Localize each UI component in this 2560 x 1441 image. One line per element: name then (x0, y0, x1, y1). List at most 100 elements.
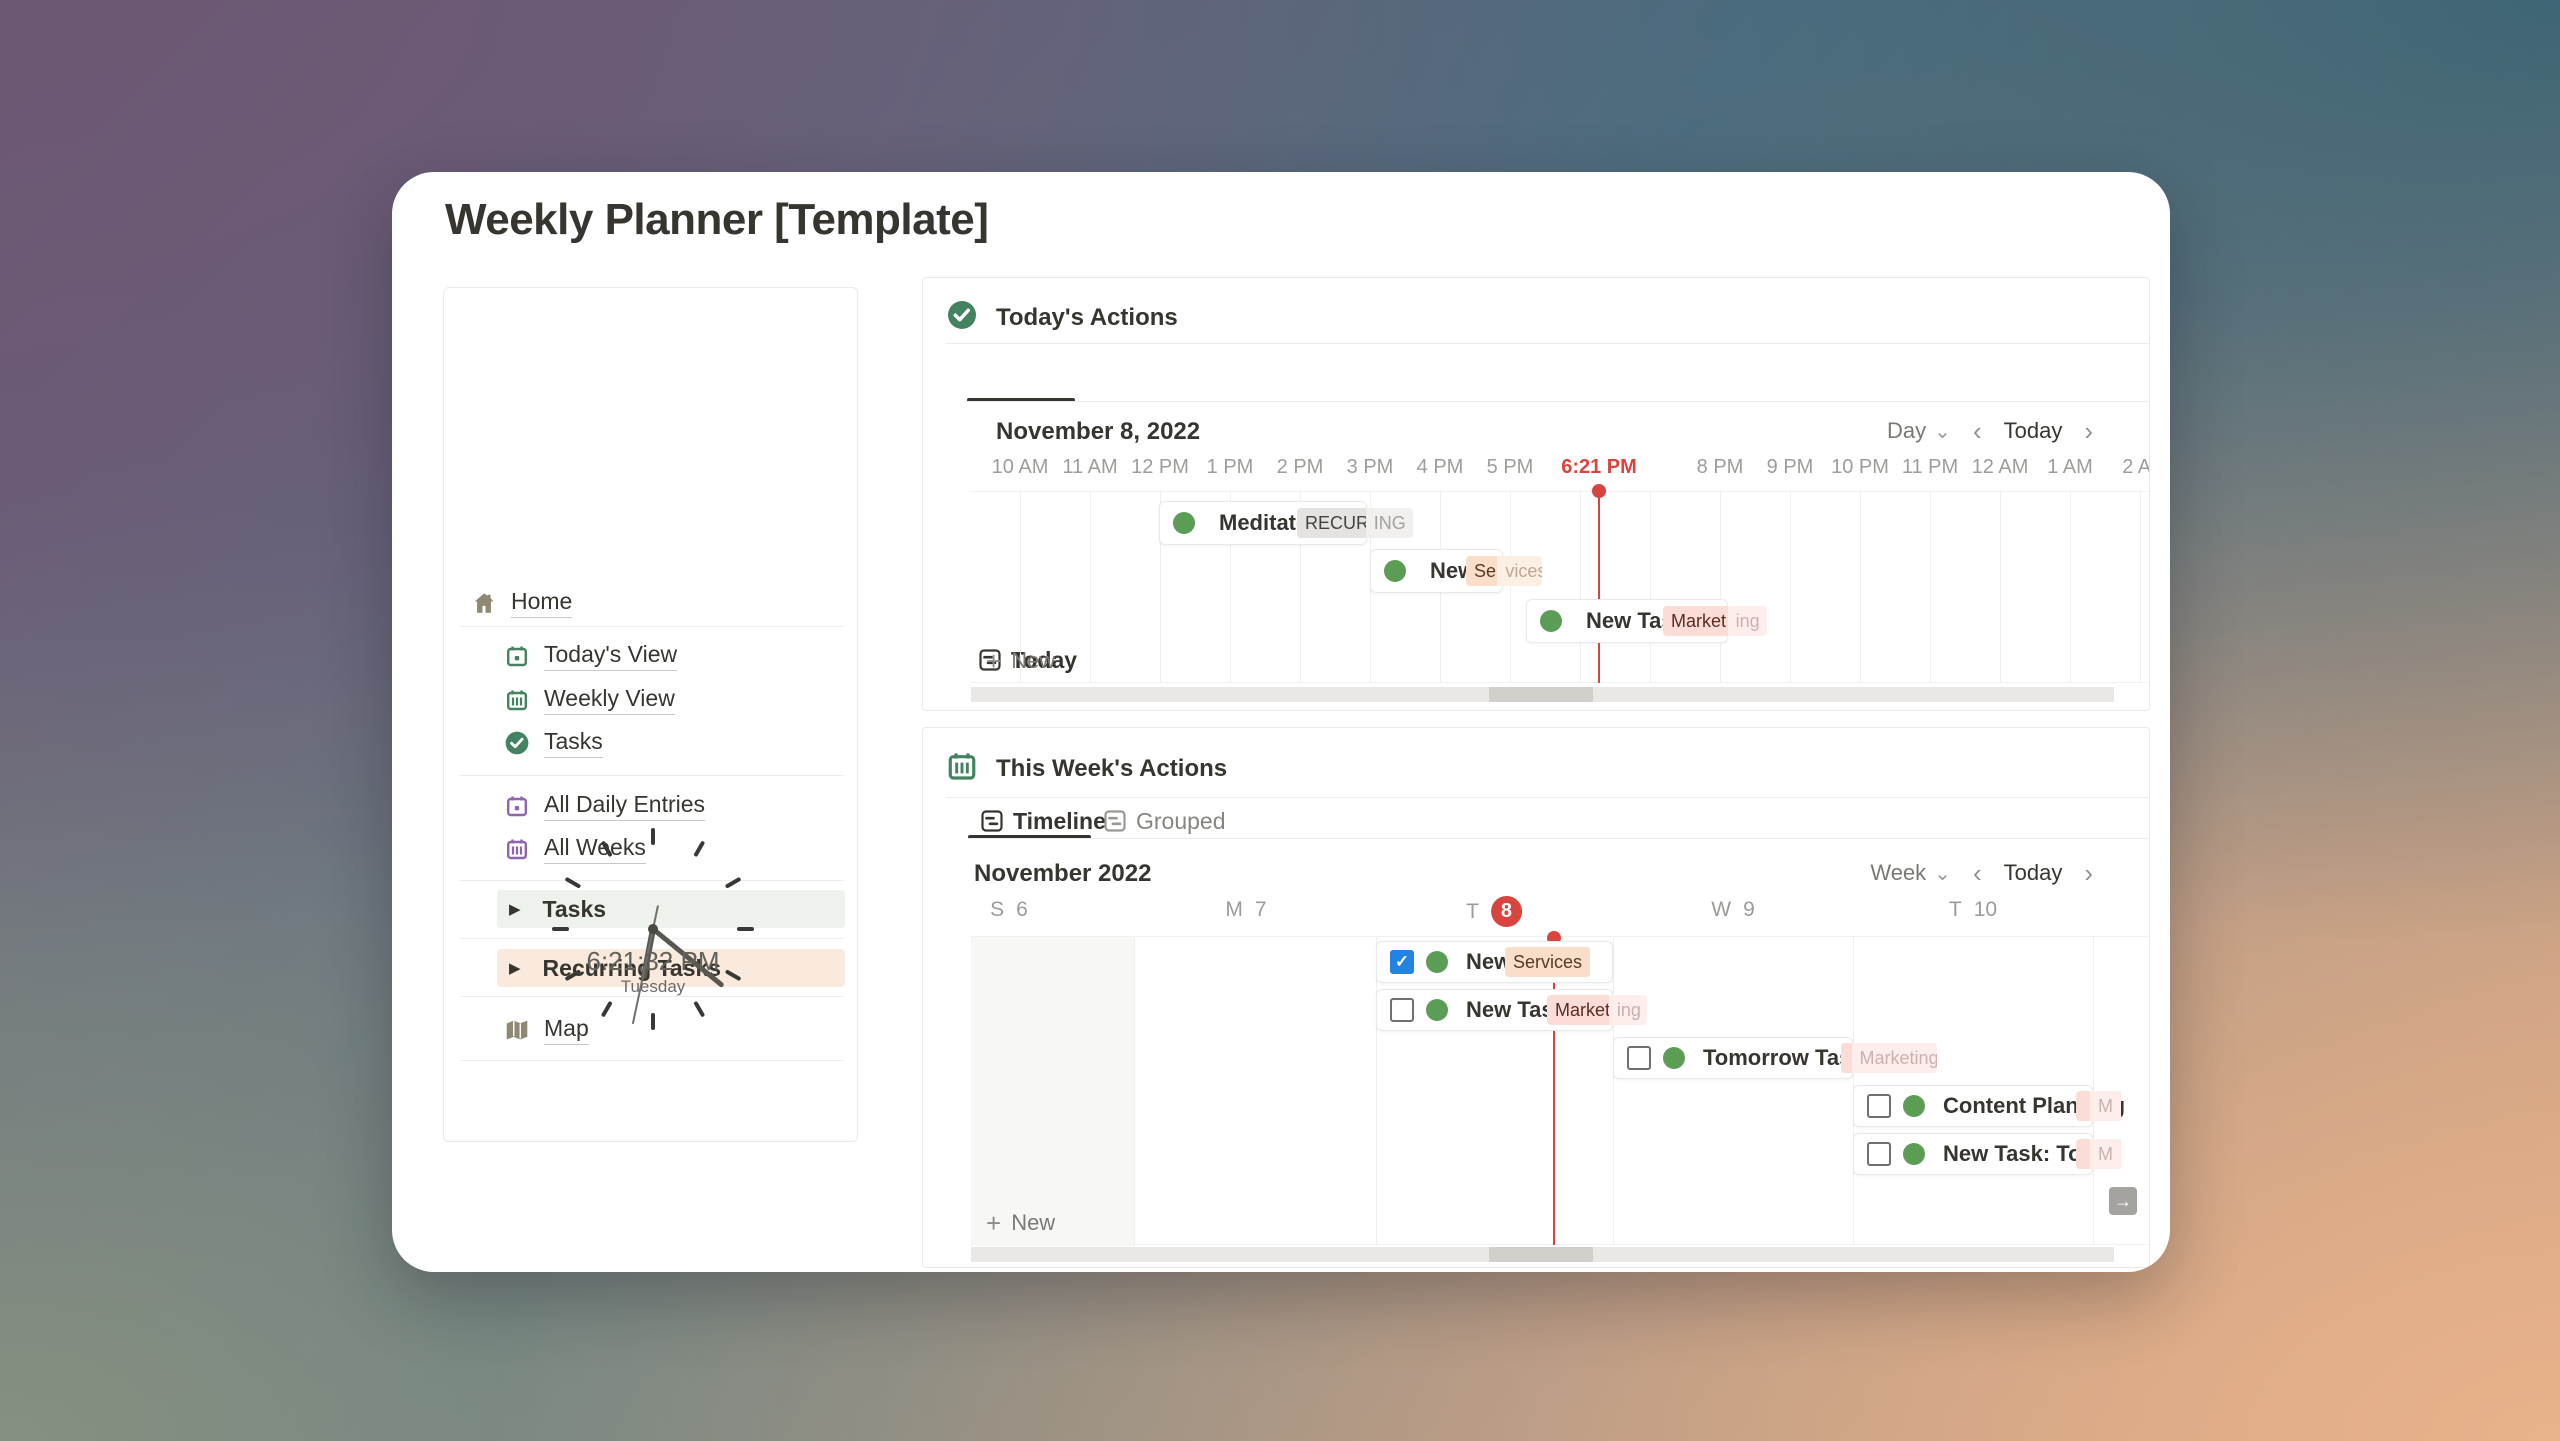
clock-face (552, 828, 754, 1030)
scrollbar-thumb[interactable] (1489, 687, 1593, 702)
hour-label: 8 PM (1696, 456, 1744, 478)
hour-label: 12 PM (1131, 456, 1189, 478)
status-dot (1173, 512, 1195, 534)
tag-services: Ser vices (1466, 556, 1542, 586)
prev-button[interactable]: ‹ (1972, 858, 1982, 888)
scroll-to-item-button[interactable]: → (2109, 1187, 2137, 1215)
check-circle-icon (946, 299, 978, 336)
range-selector[interactable]: Day ⌄ (1887, 418, 1951, 443)
sidebar-item-all-daily-entries[interactable]: All Daily Entries (444, 789, 857, 823)
divider (968, 838, 2149, 839)
sidebar-item-home[interactable]: Home (444, 586, 857, 620)
active-tab-underline (968, 835, 1091, 839)
divider (946, 343, 2149, 344)
task-content-planning[interactable]: Content Planning (1853, 1085, 2125, 1127)
today-button[interactable]: Today (2003, 860, 2063, 885)
new-row-button[interactable]: + New (986, 1208, 1056, 1238)
divider (460, 1060, 843, 1061)
status-dot (1903, 1095, 1925, 1117)
range-selector[interactable]: Week ⌄ (1870, 860, 1951, 885)
calendar-week-icon (504, 836, 530, 862)
grouped-view-icon (1104, 810, 1126, 832)
clock-time: 6:21:32 PM (586, 946, 720, 976)
timeline-month: November 2022 (974, 860, 1152, 887)
analog-clock: 6:21:32 PM Tuesday (549, 825, 757, 1033)
calendar-week-icon (946, 750, 978, 787)
section-title: This Week's Actions (996, 754, 1228, 782)
timeline-date: November 8, 2022 (996, 418, 1201, 445)
toggle-triangle-icon: ▶ (509, 901, 521, 918)
divider (460, 996, 843, 997)
prev-button[interactable]: ‹ (1972, 416, 1982, 446)
weekend-shading (971, 937, 1134, 1246)
plus-icon: + (986, 646, 1002, 676)
status-dot (1426, 999, 1448, 1021)
next-button[interactable]: › (2084, 416, 2093, 446)
status-dot (1903, 1143, 1925, 1165)
today-button[interactable]: Today (2003, 418, 2063, 443)
tag-recurring: RECURR ING (1297, 508, 1413, 538)
hour-label: 12 AM (1971, 456, 2029, 478)
hour-label: 2 PM (1276, 456, 1324, 478)
chevron-down-icon: ⌄ (1934, 862, 1951, 885)
status-dot (1384, 560, 1406, 582)
calendar-day-icon (504, 793, 530, 819)
hour-label: 3 PM (1346, 456, 1394, 478)
todays-actions-section: Today's Actions Today November 8, 2022 D… (922, 277, 2150, 711)
calendar-day-icon (504, 643, 530, 669)
next-button[interactable]: › (2084, 858, 2093, 888)
now-indicator-dot (1592, 484, 1606, 498)
tab-grouped[interactable]: Grouped (1104, 807, 1226, 835)
checkbox-unchecked[interactable] (1627, 1046, 1651, 1070)
hour-label: 1 PM (1206, 456, 1254, 478)
page-title: Weekly Planner [Template] (445, 195, 989, 244)
minute-hand (650, 926, 724, 988)
task-new-task-today[interactable]: New Task: Today (1853, 1133, 2119, 1175)
divider (946, 797, 2149, 798)
sidebar-item-all-weeks[interactable]: All Weeks (444, 832, 857, 866)
tag-marketing: Market ing (1663, 606, 1767, 636)
sidebar-item-todays-view[interactable]: Today's View (444, 639, 857, 673)
current-time-label: 6:21 PM (1561, 456, 1637, 478)
checkbox-unchecked[interactable] (1867, 1094, 1891, 1118)
now-indicator-line (1598, 491, 1600, 683)
home-icon (471, 590, 497, 616)
toggle-tasks[interactable]: ▶ Tasks (497, 890, 845, 928)
status-dot (1540, 610, 1562, 632)
checkbox-checked[interactable]: ✓ (1390, 950, 1414, 974)
status-dot (1426, 951, 1448, 973)
toggle-triangle-icon: ▶ (509, 960, 521, 977)
sidebar-item-tasks[interactable]: Tasks (444, 726, 857, 760)
status-dot (1663, 1047, 1685, 1069)
hour-label: 10 PM (1831, 456, 1889, 478)
checkbox-unchecked[interactable] (1390, 998, 1414, 1022)
map-icon (504, 1017, 530, 1043)
tag-marketing: Market ing (1547, 995, 1647, 1025)
today-badge: 8 (1490, 896, 1522, 927)
sidebar: Home Today's View Weekly View Tasks (443, 287, 858, 1142)
sidebar-item-weekly-view[interactable]: Weekly View (444, 683, 857, 717)
new-row-button[interactable]: + New (986, 646, 1056, 676)
divider (460, 775, 843, 776)
tab-timeline[interactable]: Timeline (981, 807, 1106, 835)
timeline-view-icon (981, 810, 1003, 832)
tag-services: Services (1505, 947, 1591, 977)
tag-marketing: M (2076, 1139, 2149, 1169)
week-grid (971, 936, 2149, 1246)
checkbox-unchecked[interactable] (1867, 1142, 1891, 1166)
active-tab-underline (967, 398, 1075, 402)
now-indicator-line (1553, 936, 1555, 1245)
timeline-grid (971, 491, 2149, 683)
hour-label: 5 PM (1486, 456, 1534, 478)
hour-label: 4 PM (1416, 456, 1464, 478)
task-tomorrow-task[interactable]: Tomorrow Task (1613, 1037, 1864, 1079)
clock-day: Tuesday (620, 977, 686, 996)
sidebar-item-map[interactable]: Map (444, 1013, 857, 1047)
plus-icon: + (986, 1208, 1002, 1238)
scrollbar-thumb[interactable] (1489, 1247, 1593, 1262)
chevron-down-icon: ⌄ (1934, 420, 1951, 443)
week-actions-section: This Week's Actions Timeline Grouped Nov… (922, 727, 2150, 1268)
check-circle-icon (504, 730, 530, 756)
